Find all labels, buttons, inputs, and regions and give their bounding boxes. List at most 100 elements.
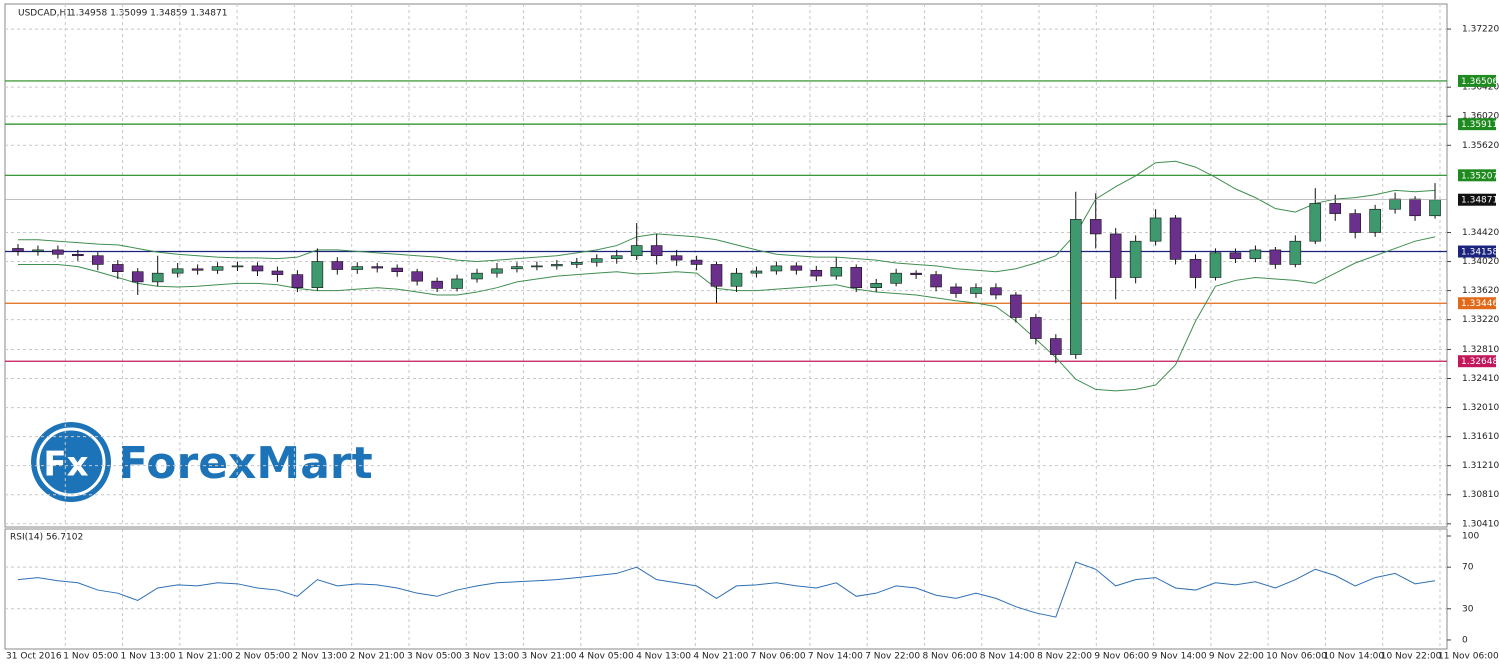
x-tick-label: 9 Nov 22:00 <box>1209 652 1264 662</box>
candle-body <box>391 267 403 273</box>
level-label: 1.33446 <box>1461 299 1498 309</box>
rsi-tick-label: 30 <box>1462 604 1474 614</box>
candle-body <box>1089 219 1102 235</box>
y-tick-label: 1.31610 <box>1462 432 1499 442</box>
x-tick-label: 2 Nov 05:00 <box>235 652 290 662</box>
x-tick-label: 7 Nov 22:00 <box>865 652 920 662</box>
candle-body <box>1189 259 1202 278</box>
level-tag <box>1458 169 1496 182</box>
candle-body <box>471 272 483 280</box>
x-tick-label: 7 Nov 14:00 <box>808 652 863 662</box>
x-tick-label: 4 Nov 13:00 <box>636 652 691 662</box>
x-tick-label: 9 Nov 06:00 <box>1094 652 1149 662</box>
candle-body <box>191 268 204 271</box>
candle-body <box>790 265 803 271</box>
x-tick-label: 3 Nov 05:00 <box>407 652 462 662</box>
y-tick-label: 1.30810 <box>1462 490 1499 500</box>
candle-body <box>990 287 1002 296</box>
main-panel <box>4 3 1448 528</box>
y-tick-label: 1.35620 <box>1462 141 1499 151</box>
candle-body <box>311 261 324 288</box>
y-tick-label: 1.34420 <box>1462 228 1499 238</box>
candle-body <box>1149 217 1162 242</box>
logo-circle <box>31 422 111 502</box>
y-tick-label: 1.37220 <box>1462 25 1499 35</box>
candle-body <box>670 255 683 261</box>
y-tick-label: 1.32410 <box>1462 374 1499 384</box>
level-tag <box>1458 355 1496 368</box>
level-tag <box>1458 297 1496 310</box>
x-tick-label: 9 Nov 14:00 <box>1152 652 1207 662</box>
candle-body <box>12 248 24 252</box>
candle-body <box>590 258 603 263</box>
candle-body <box>171 268 184 274</box>
candle-body <box>331 261 344 270</box>
candle-body <box>950 286 962 294</box>
candle-body <box>770 265 783 272</box>
candle-body <box>810 269 823 277</box>
y-tick-label: 1.32810 <box>1462 345 1499 355</box>
level-tag <box>1458 74 1496 87</box>
logo: Fx ForexMart <box>31 422 373 502</box>
candle-body <box>710 264 723 287</box>
candle-body <box>131 271 144 283</box>
candle-body <box>1309 203 1322 242</box>
level-label: 1.35207 <box>1461 171 1498 181</box>
last-price-tag <box>1458 193 1496 206</box>
candle-body <box>151 272 164 283</box>
candle-body <box>271 270 284 275</box>
level-tag <box>1458 245 1496 258</box>
x-tick-label: 10 Nov 14:00 <box>1323 652 1384 662</box>
candle-body <box>1169 217 1182 260</box>
candle-body <box>930 274 942 288</box>
candle-body <box>830 267 843 277</box>
candle-body <box>1429 199 1441 217</box>
x-tick-label: 3 Nov 21:00 <box>522 652 577 662</box>
x-tick-label: 1 Nov 13:00 <box>121 652 176 662</box>
candle-body <box>1269 249 1282 265</box>
candle-body <box>371 266 384 269</box>
candle-body <box>1389 198 1401 210</box>
candle-body <box>52 249 64 255</box>
candle-body <box>491 268 503 274</box>
candle-body <box>1409 198 1421 217</box>
x-tick-label: 1 Nov 05:00 <box>63 652 118 662</box>
symbol: USDCAD,H1 <box>18 9 72 19</box>
x-tick-label: 4 Nov 21:00 <box>693 652 748 662</box>
y-tick-label: 1.33620 <box>1462 286 1499 296</box>
y-tick-label: 1.32010 <box>1462 403 1499 413</box>
candle-body <box>730 272 743 287</box>
candle-body <box>1209 252 1222 278</box>
ohlc-header: 1.34958 1.35099 1.34859 1.34871 <box>70 9 227 19</box>
rsi-tick-label: 70 <box>1462 563 1474 573</box>
candle-body <box>910 272 922 275</box>
candle-body <box>890 272 902 284</box>
rsi-line <box>17 561 1436 618</box>
candle-body <box>610 255 623 259</box>
candle-body <box>251 265 264 272</box>
logo-text: ForexMart <box>118 438 373 489</box>
rsi-tick-label: 100 <box>1462 531 1479 541</box>
band-lower <box>17 236 1436 392</box>
candle-body <box>1349 213 1361 233</box>
rsi-panel <box>4 528 1448 650</box>
candle-body <box>32 249 44 252</box>
y-tick-label: 1.36020 <box>1462 112 1499 122</box>
candle-body <box>850 267 863 288</box>
candle-body <box>72 253 84 257</box>
level-label: 1.36506 <box>1461 77 1498 87</box>
rsi-label: RSI(14) 56.7102 <box>10 533 83 543</box>
candle-body <box>291 274 304 288</box>
candle-body <box>511 266 523 270</box>
candle-body <box>1229 252 1242 259</box>
candle-body <box>650 245 663 257</box>
x-tick-label: 31 Oct 2016 <box>6 652 62 662</box>
candle-body <box>1010 294 1022 318</box>
level-label: 1.35911 <box>1461 120 1498 130</box>
y-tick-label: 1.33220 <box>1462 315 1499 325</box>
rsi-tick-label: 0 <box>1462 635 1468 645</box>
candle-body <box>1030 317 1042 339</box>
x-tick-label: 2 Nov 21:00 <box>350 652 405 662</box>
